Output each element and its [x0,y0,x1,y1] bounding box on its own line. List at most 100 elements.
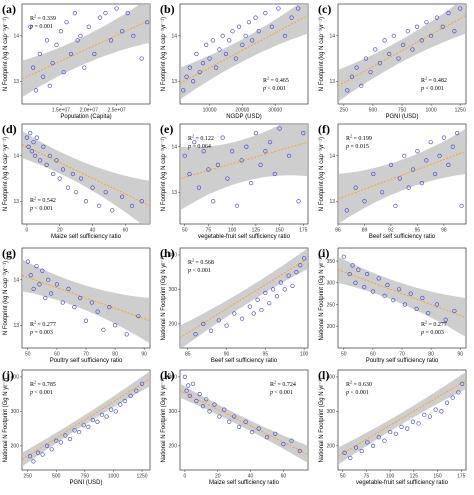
x-axis-label: PGNI (USD) [386,114,419,120]
y-tick-label: 14 [329,34,335,40]
data-point [200,404,206,409]
data-point [197,392,202,397]
data-point [408,291,413,296]
data-point [414,306,419,311]
x-tick-label: 100 [228,228,237,234]
data-point [65,185,71,190]
data-point [353,445,359,450]
y-tick-label: 400 [327,375,336,381]
panel-g: 50 60 70 80 90 13 14 Poultry self sufficiency r… [2,246,151,364]
x-tick-label: 0 [26,228,29,234]
y-tick-label: 400 [169,253,178,259]
data-point [393,431,398,436]
data-point [181,88,186,93]
r-squared-label: R2 = 0.339 [30,14,56,23]
data-point [210,38,215,43]
p-value-label: p = 0.064 [187,144,211,150]
data-point [97,203,102,208]
y-axis-label: N Footprint (kg N cap⁻¹yr⁻¹) [161,17,167,91]
panel-label: (j) [2,368,14,382]
data-point [422,412,427,417]
y-tick-label: 14 [329,154,335,160]
r-squared-label: R2 = 0.542 [30,196,56,205]
data-point [58,440,63,445]
data-point [345,88,350,93]
y-tick-label: 400 [11,375,20,381]
data-point [365,440,370,445]
data-point [46,277,51,282]
r-squared-label: R2 = 0.482 [421,76,447,85]
data-point [184,74,189,79]
y-tick-label: 13 [171,190,177,196]
panel-c: 250 500 750 1000 1250 13 14 PGNI (USD) N Footpri… [318,2,467,120]
data-point [82,65,87,70]
data-point [286,153,292,158]
data-point [301,130,306,136]
data-point [455,130,460,136]
panel-k: 0 20 40 60 200 300 400 Maize self sufficiency r… [160,368,309,486]
data-point [234,203,239,208]
data-point [72,10,77,16]
x-tick-label: 10000 [203,108,217,114]
data-point [415,149,420,154]
panel-label: (d) [2,122,17,136]
y-axis-label: N Footprint (kg N cap⁻¹yr⁻¹) [319,17,325,91]
data-point [405,29,410,34]
data-point [194,51,199,57]
x-tick-label: 95 [415,228,421,234]
x-tick-label: 20000 [235,108,249,114]
x-axis-label: Population (Capita) [60,114,111,120]
x-tick-label: 90 [224,352,230,358]
data-point [251,311,256,316]
x-tick-label: 50 [25,352,31,358]
data-point [125,10,130,16]
data-point [370,289,376,294]
data-point [120,194,125,199]
data-point [387,51,392,57]
x-axis-label: Poultry self sufficiency ratio [50,358,123,364]
r-squared-label: R2 = 0.568 [188,258,214,267]
data-point [44,38,50,43]
data-point [264,435,270,440]
data-point [232,311,237,316]
data-point [60,300,65,305]
data-point [236,424,242,429]
x-tick-label: 750 [398,108,407,114]
data-point [362,199,367,204]
data-point [33,88,39,93]
data-point [410,419,416,424]
data-point [24,135,30,140]
x-tick-label: 750 [81,474,90,480]
confidence-band [338,256,466,338]
data-point [196,185,202,190]
data-point [26,144,31,149]
data-point [349,74,355,79]
data-point [129,203,135,208]
data-point [124,332,129,337]
x-tick-label: 40 [90,228,96,234]
y-tick-label: 250 [327,302,336,308]
r-squared-label: R2 = 0.277 [30,320,56,329]
x-tick-label: 80 [428,352,434,358]
x-tick-label: 20 [215,474,221,480]
x-tick-label: 98 [441,228,447,234]
y-tick-label: 300 [169,287,178,293]
y-tick-label: 300 [11,409,20,415]
p-value-label: p < 0.001 [420,86,444,92]
data-point [446,10,451,16]
data-point [104,414,109,419]
data-point [90,185,95,190]
panel-label: (h) [160,246,175,260]
data-point [230,149,235,154]
panel-label: (c) [318,2,331,16]
fit-line [338,150,466,200]
data-point [227,419,232,424]
data-point [110,208,115,213]
r-squared-label: R2 = 0.630 [346,380,372,389]
data-point [396,56,401,61]
data-point [227,38,232,43]
data-point [192,140,197,145]
data-point [33,153,38,158]
data-point [450,395,455,400]
